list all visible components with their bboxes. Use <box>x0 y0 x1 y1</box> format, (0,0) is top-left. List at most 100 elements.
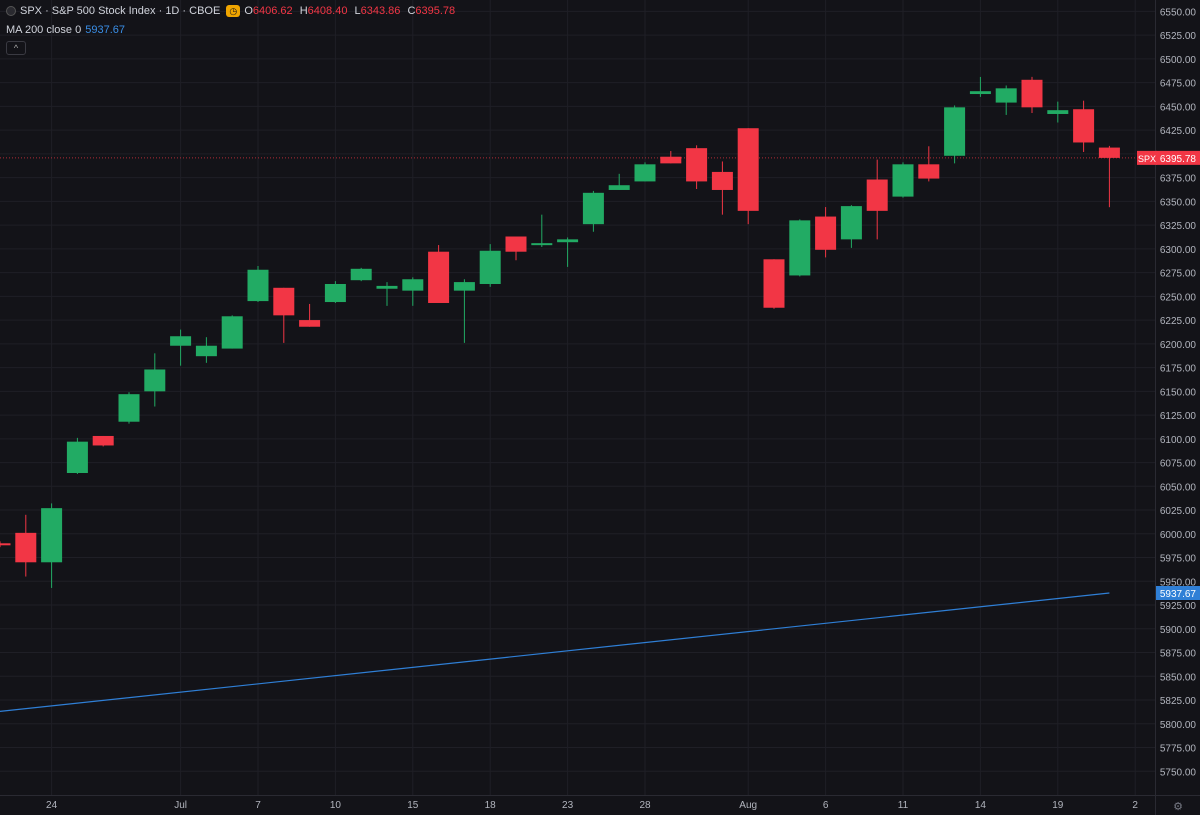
candle-body <box>686 148 708 182</box>
time-tick-label: 28 <box>639 800 651 811</box>
candle <box>299 303 321 327</box>
candle <box>428 245 450 303</box>
candle-body <box>41 508 63 563</box>
price-tick-label: 6450.00 <box>1160 102 1197 113</box>
candle <box>144 353 166 407</box>
price-tick-label: 5825.00 <box>1160 696 1197 707</box>
price-tick-label: 6050.00 <box>1160 482 1197 493</box>
close-key: C <box>407 5 416 17</box>
candle-body <box>995 88 1017 103</box>
price-tick-label: 6000.00 <box>1160 530 1197 541</box>
candle-body <box>531 243 553 246</box>
candle <box>531 214 553 247</box>
price-tick-label: 5900.00 <box>1160 625 1197 636</box>
price-tick-label: 6025.00 <box>1160 506 1197 517</box>
ma-200-line <box>0 592 1110 713</box>
candle-body <box>608 185 630 190</box>
candle <box>376 282 398 306</box>
candle <box>737 128 759 225</box>
candle <box>944 105 966 164</box>
price-tick-label: 5750.00 <box>1160 767 1197 778</box>
candle-body <box>92 435 114 446</box>
symbol-logo-icon <box>6 6 16 16</box>
candle-body <box>557 239 579 243</box>
candle-body <box>737 128 759 211</box>
candle <box>686 145 708 190</box>
candle <box>1047 101 1069 123</box>
candle <box>170 329 192 366</box>
candle <box>1098 145 1120 208</box>
ma-indicator-row[interactable]: MA 200 close 0 5937.67 <box>6 23 459 37</box>
candle-body <box>66 441 88 474</box>
candle <box>608 173 630 190</box>
candle-body <box>815 216 837 250</box>
candle-body <box>1098 147 1120 158</box>
candle-body <box>118 394 140 422</box>
price-tick-label: 5925.00 <box>1160 601 1197 612</box>
candle <box>15 514 37 577</box>
symbol-title[interactable]: SPX · S&P 500 Stock Index · 1D · CBOE <box>20 5 221 17</box>
price-tick-label: 5800.00 <box>1160 720 1197 731</box>
price-axis[interactable]: 5750.00 5775.00 5800.00 5825.00 5850.00 5875.… <box>1137 0 1200 815</box>
candle <box>866 159 888 240</box>
time-tick-label: 14 <box>975 800 987 811</box>
price-tick-label: 6375.00 <box>1160 174 1197 185</box>
ohlc-values: O6406.62 H6408.40 L6343.86 C6395.78 <box>244 4 459 18</box>
time-tick-label: 11 <box>898 800 909 811</box>
price-tag-box <box>1156 150 1200 165</box>
price-tick-label: 6125.00 <box>1160 411 1197 422</box>
price-tick-label: 6275.00 <box>1160 269 1197 280</box>
price-tick-label: 6300.00 <box>1160 245 1197 256</box>
candle <box>995 85 1017 115</box>
candle-body <box>969 91 991 95</box>
candle <box>582 190 604 232</box>
candle-body <box>944 107 966 156</box>
candle-body <box>453 282 475 291</box>
candle <box>0 541 11 548</box>
price-tick-label: 6325.00 <box>1160 221 1197 232</box>
candle <box>118 392 140 424</box>
price-tick-label: 6175.00 <box>1160 364 1197 375</box>
market-closed-clock-icon[interactable]: ◷ <box>226 5 241 17</box>
price-tick-label: 6225.00 <box>1160 316 1197 327</box>
time-tick-label: Aug <box>739 800 757 811</box>
time-axis[interactable]: 24 Jul 7 10 15 18 23 28 Aug 6 11 14 19 2 ⚙ <box>0 795 1200 814</box>
candle <box>41 503 63 588</box>
price-tick-label: 6075.00 <box>1160 459 1197 470</box>
candle-body <box>660 156 682 164</box>
candle <box>350 267 372 282</box>
symbol-tag-box <box>1137 150 1157 165</box>
symbol-tag-label: SPX <box>1138 154 1156 164</box>
collapse-legend-button[interactable]: ^ <box>6 41 26 55</box>
price-tick-label: 6550.00 <box>1160 7 1197 18</box>
time-tick-label: 15 <box>407 800 419 811</box>
time-tick-label: 18 <box>485 800 497 811</box>
candle-body <box>918 164 940 179</box>
candle-body <box>247 269 269 302</box>
price-tick-label: 6150.00 <box>1160 387 1197 398</box>
time-tick-label: 6 <box>823 800 829 811</box>
price-axis-background <box>1155 0 1200 815</box>
candle-body <box>144 369 166 392</box>
close-value: 6395.78 <box>415 5 456 17</box>
candle <box>92 435 114 447</box>
candles <box>0 76 1120 588</box>
open-key: O <box>244 5 253 17</box>
candle <box>221 315 243 349</box>
candle-body <box>1047 110 1069 114</box>
grid <box>0 0 1155 795</box>
candle-body <box>15 532 37 563</box>
candle <box>763 259 785 309</box>
time-tick-label: 19 <box>1052 800 1064 811</box>
candle-body <box>634 164 656 182</box>
candle-body <box>840 206 862 240</box>
time-tick-label: 7 <box>255 800 261 811</box>
candle <box>815 207 837 258</box>
low-key: L <box>354 5 361 17</box>
price-tick-label: 6425.00 <box>1160 126 1197 137</box>
candle-body <box>892 164 914 197</box>
candle-body <box>1073 109 1095 143</box>
candle <box>918 146 940 182</box>
candle <box>453 279 475 343</box>
